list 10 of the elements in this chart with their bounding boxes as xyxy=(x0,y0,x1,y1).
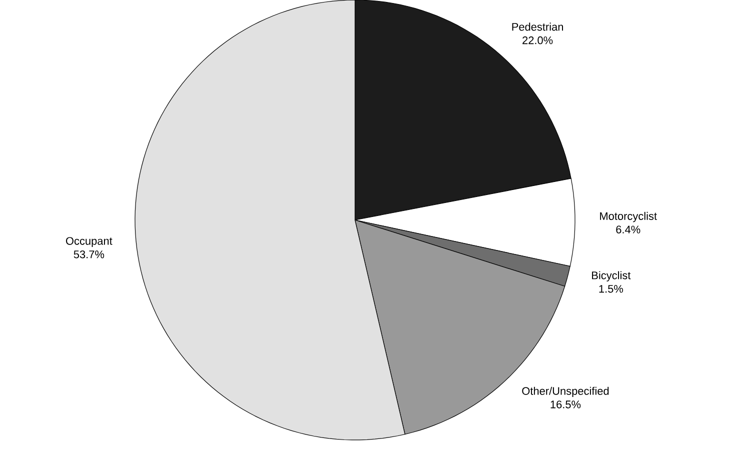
data-label: 22.0% xyxy=(522,36,553,44)
slice-label: Occupant xyxy=(66,237,112,247)
slice-label: Motorcyclist xyxy=(600,212,657,222)
data-label: 6.4% xyxy=(616,226,640,234)
data-label: 53.7% xyxy=(74,250,104,258)
data-label: 1.5% xyxy=(599,285,624,293)
slice-label: Other/Unspecified xyxy=(522,386,609,398)
slice-label: Pedestrian xyxy=(512,22,563,31)
data-label: 16.5% xyxy=(550,400,581,408)
slice-label: Bicyclist xyxy=(592,271,631,282)
